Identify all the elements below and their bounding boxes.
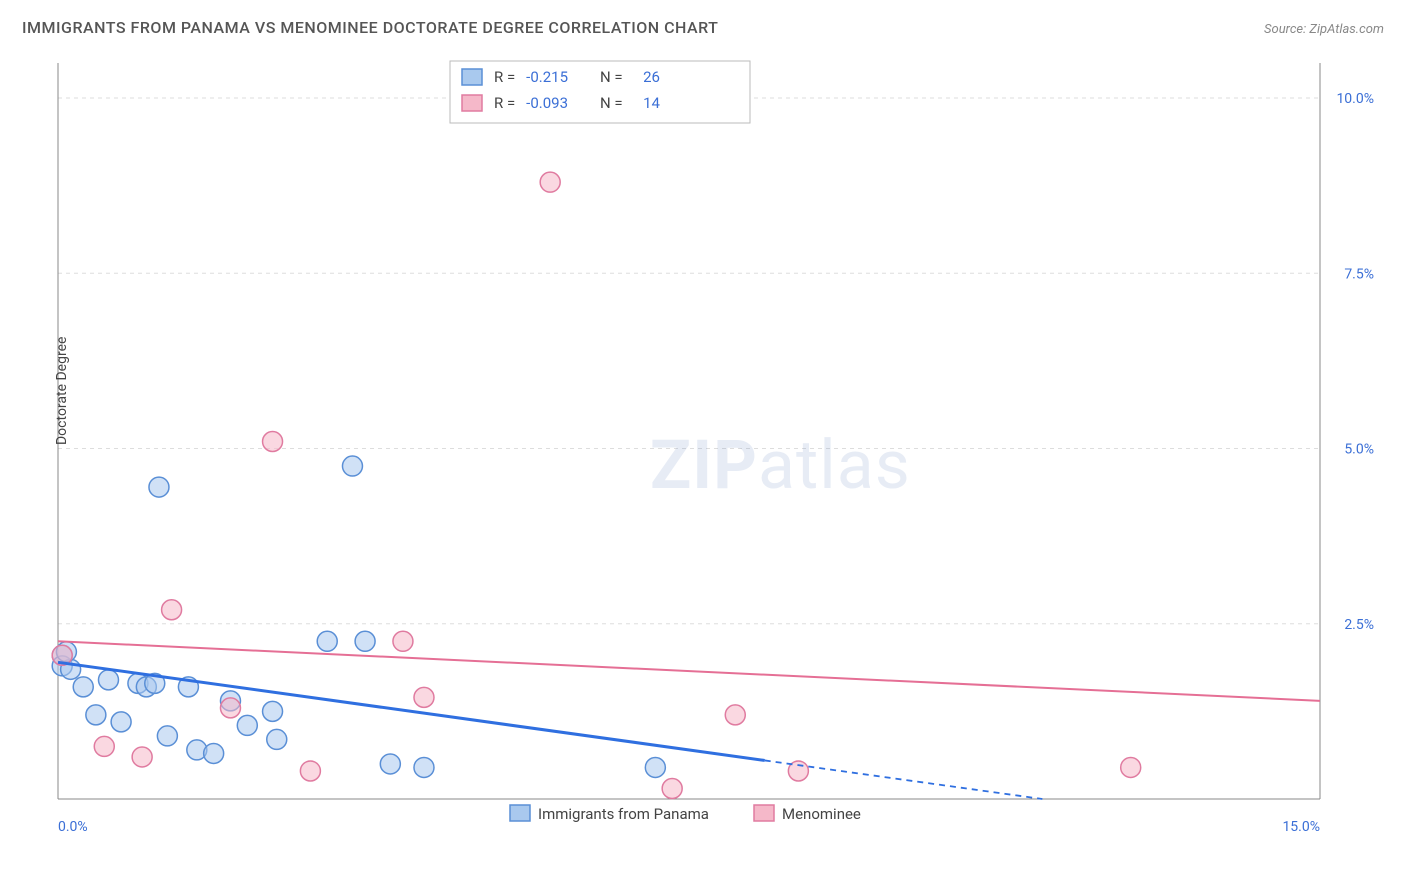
svg-text:-0.215: -0.215: [526, 68, 568, 86]
svg-text:10.0%: 10.0%: [1336, 91, 1374, 107]
svg-text:-0.093: -0.093: [526, 94, 568, 112]
svg-text:2.5%: 2.5%: [1344, 617, 1374, 633]
svg-text:14: 14: [643, 94, 660, 112]
svg-text:Immigrants from Panama: Immigrants from Panama: [538, 805, 709, 823]
source-attribution: Source: ZipAtlas.com: [1264, 22, 1384, 37]
svg-text:7.5%: 7.5%: [1344, 266, 1374, 282]
chart-svg: 2.5% 5.0% 7.5% 10.0% 0.0% 15.0% R = -0.215 N = 26…: [50, 55, 1380, 835]
svg-text:N =: N =: [600, 68, 623, 86]
svg-text:R =: R =: [494, 68, 515, 86]
chart-title: IMMIGRANTS FROM PANAMA VS MENOMINEE DOCT…: [22, 18, 718, 37]
svg-text:N =: N =: [600, 94, 623, 112]
y-axis-label: Doctorate Degree: [54, 337, 70, 445]
svg-text:15.0%: 15.0%: [1282, 819, 1320, 835]
svg-text:5.0%: 5.0%: [1344, 442, 1374, 458]
scatter-plot: Doctorate Degree ZIPatlas 2.5%5.0%7.5%10…: [50, 55, 1380, 835]
svg-text:R =: R =: [494, 94, 515, 112]
svg-text:26: 26: [643, 68, 660, 86]
svg-text:Menominee: Menominee: [782, 805, 861, 823]
svg-text:0.0%: 0.0%: [58, 819, 88, 835]
